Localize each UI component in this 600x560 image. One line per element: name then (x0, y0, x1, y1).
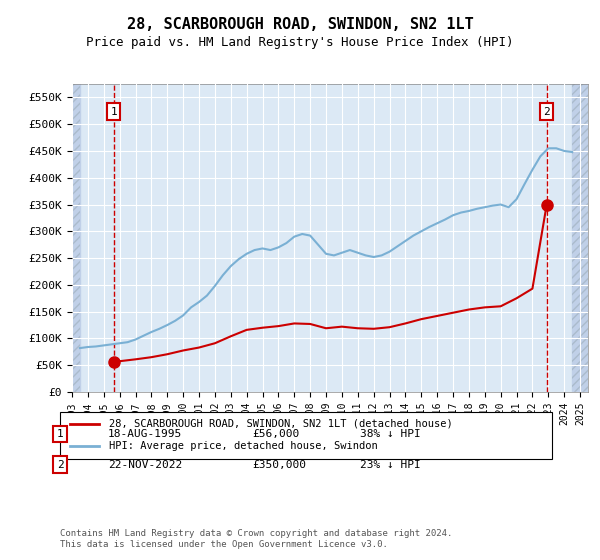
Bar (572, 84, 588, 392)
Text: Contains HM Land Registry data © Crown copyright and database right 2024.
This d: Contains HM Land Registry data © Crown c… (60, 529, 452, 549)
Text: 2: 2 (544, 107, 550, 116)
Bar (72, 84, 80, 392)
Text: 2: 2 (56, 460, 64, 470)
Text: 28, SCARBOROUGH ROAD, SWINDON, SN2 1LT: 28, SCARBOROUGH ROAD, SWINDON, SN2 1LT (127, 17, 473, 32)
Text: 22-NOV-2022: 22-NOV-2022 (108, 460, 182, 470)
Text: HPI: Average price, detached house, Swindon: HPI: Average price, detached house, Swin… (109, 441, 378, 451)
Text: 1: 1 (56, 429, 64, 439)
Text: 18-AUG-1995: 18-AUG-1995 (108, 429, 182, 439)
Text: 1: 1 (110, 107, 117, 116)
Text: 38% ↓ HPI: 38% ↓ HPI (360, 429, 421, 439)
Text: 23% ↓ HPI: 23% ↓ HPI (360, 460, 421, 470)
Text: £350,000: £350,000 (252, 460, 306, 470)
Text: Price paid vs. HM Land Registry's House Price Index (HPI): Price paid vs. HM Land Registry's House … (86, 36, 514, 49)
Bar (572, 84, 588, 392)
Bar (72, 84, 80, 392)
Text: £56,000: £56,000 (252, 429, 299, 439)
Text: 28, SCARBOROUGH ROAD, SWINDON, SN2 1LT (detached house): 28, SCARBOROUGH ROAD, SWINDON, SN2 1LT (… (109, 418, 453, 428)
FancyBboxPatch shape (60, 412, 552, 459)
